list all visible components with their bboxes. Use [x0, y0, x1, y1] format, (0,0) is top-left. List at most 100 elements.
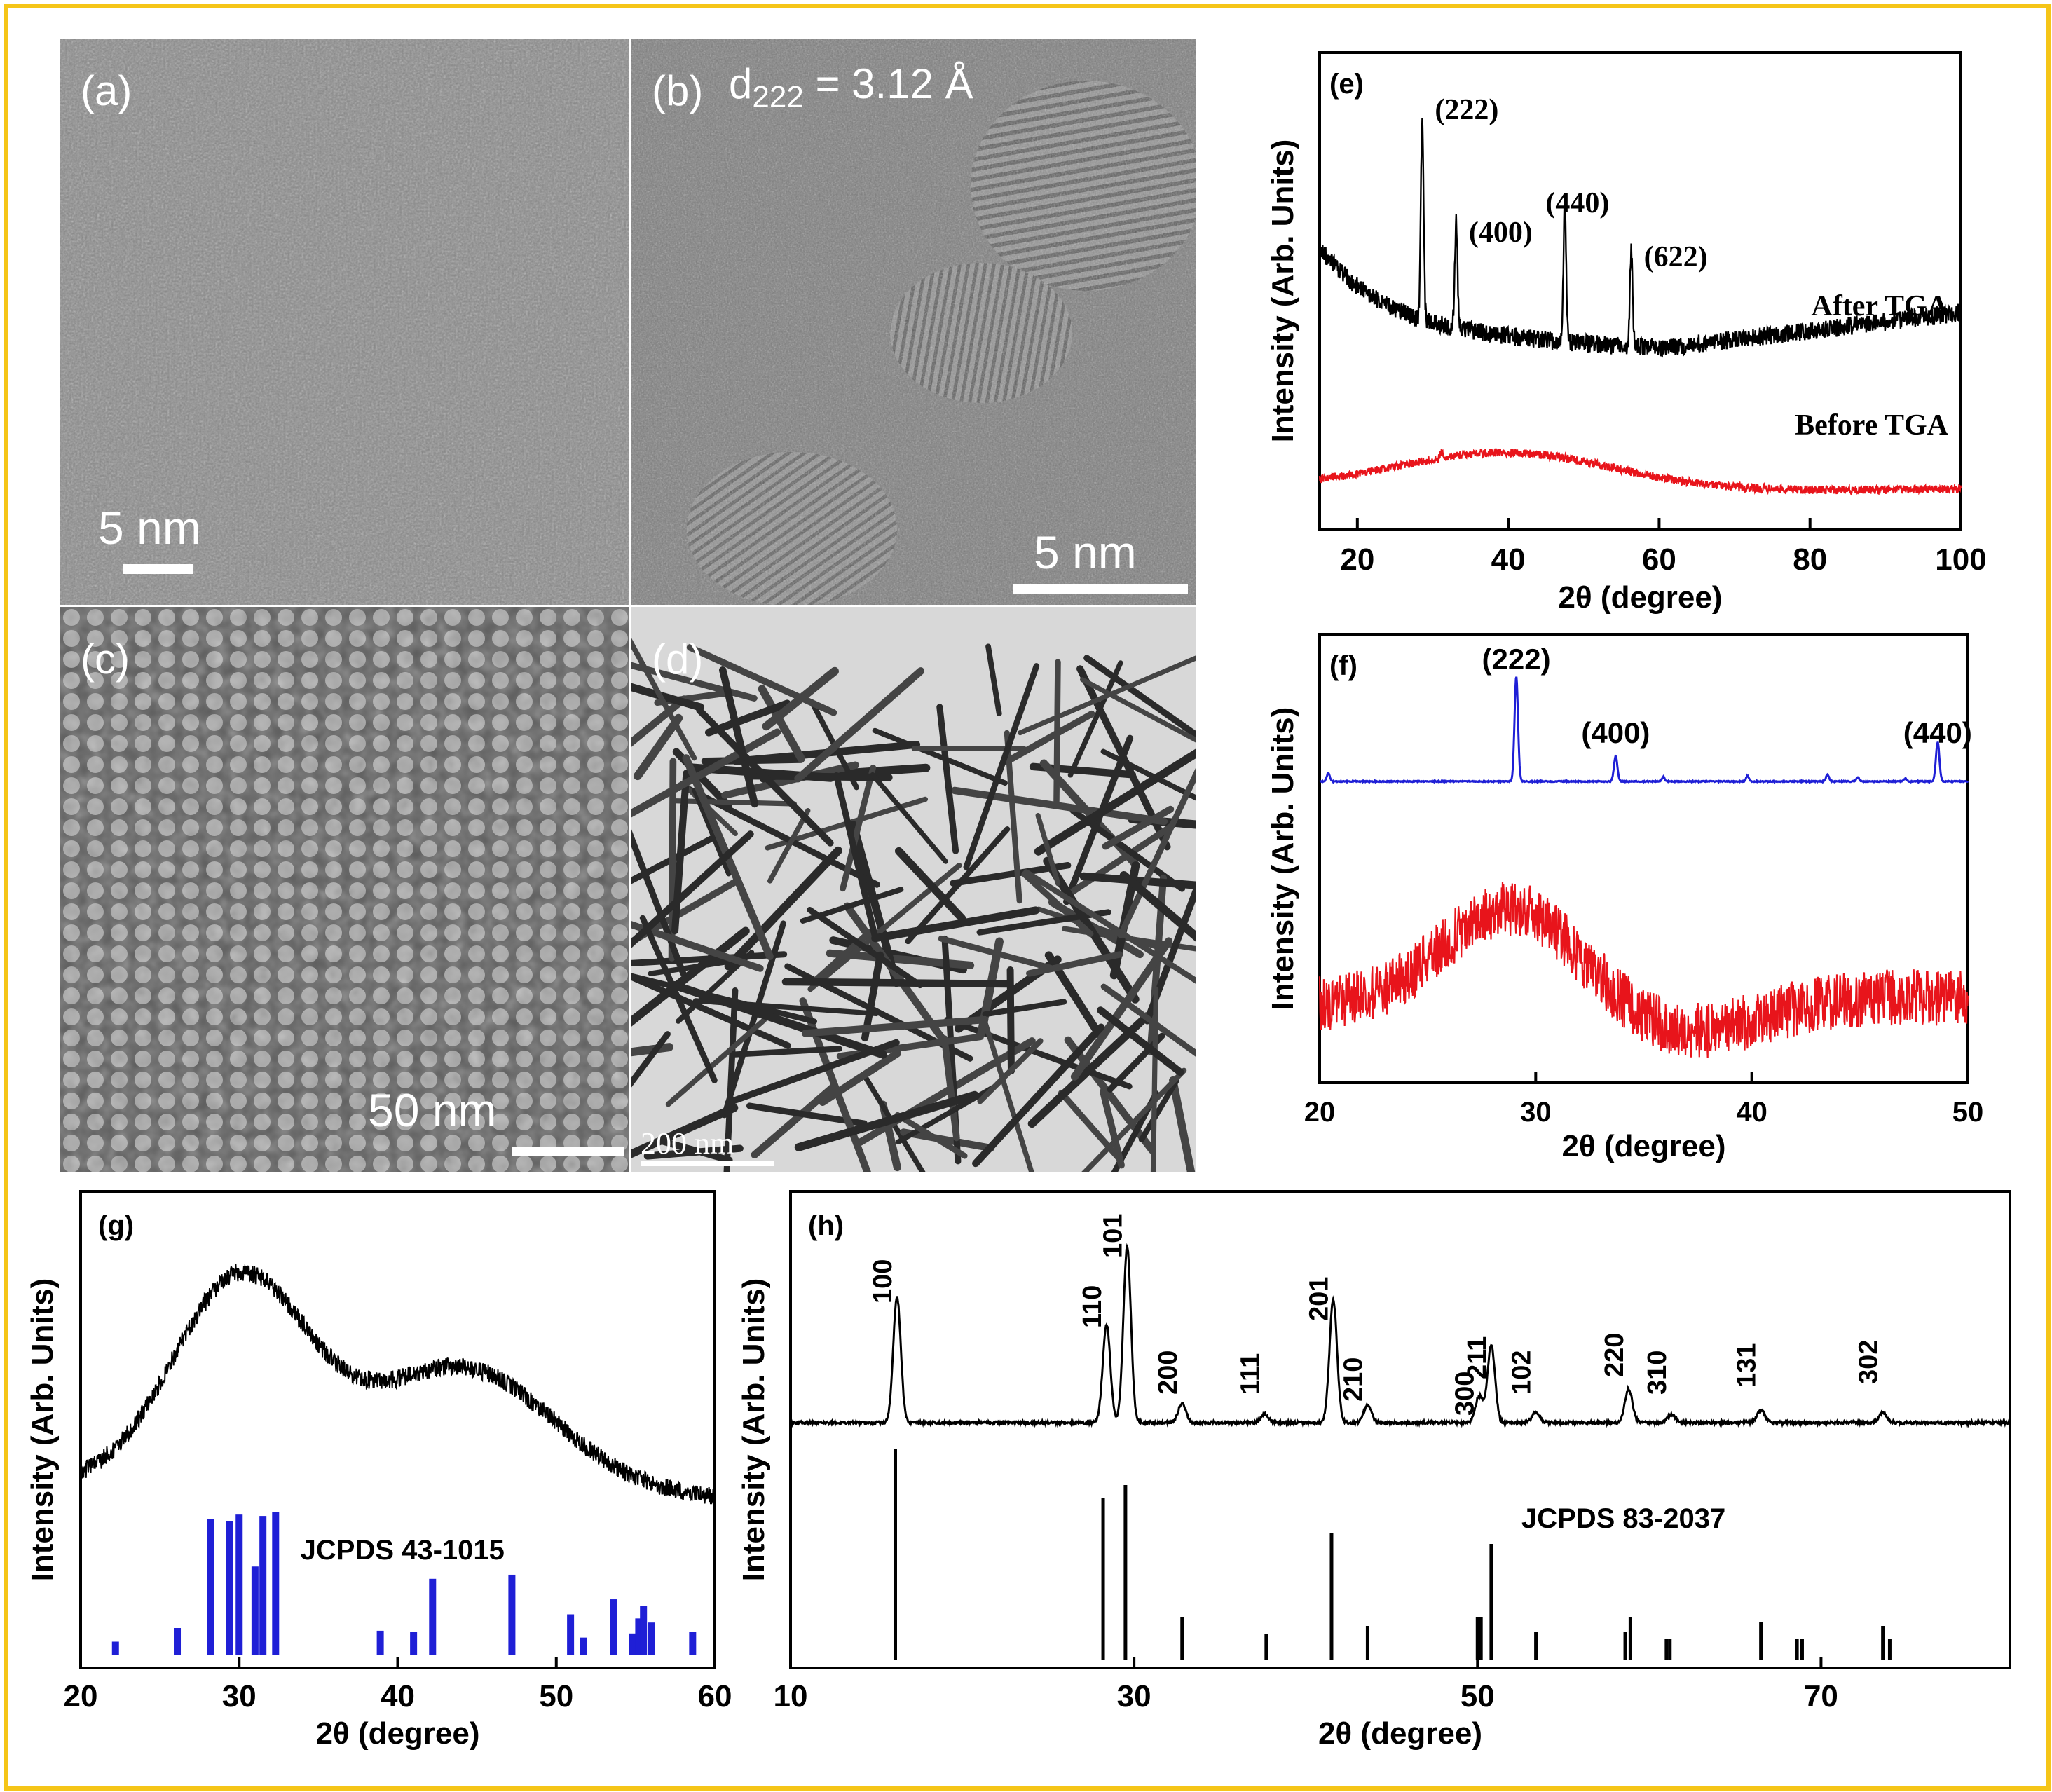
- nanorod: [1043, 856, 1140, 1004]
- nanorod: [871, 906, 1040, 943]
- nanorod: [894, 847, 966, 923]
- nanorod: [1097, 1006, 1184, 1076]
- nanorod: [807, 906, 924, 989]
- nanorod: [631, 683, 704, 711]
- peak-label-131: 131: [1732, 1343, 1762, 1388]
- tem-texture-a: [60, 39, 629, 605]
- nanorod: [1100, 983, 1196, 1057]
- nanorod: [704, 699, 791, 737]
- nanorod: [870, 772, 948, 864]
- nanorod: [671, 798, 798, 807]
- panel-label-b: (b): [652, 67, 703, 115]
- x-tick-label: 60: [698, 1679, 732, 1714]
- x-tick-label: 20: [1304, 1097, 1336, 1128]
- x-tick-label: 30: [1117, 1679, 1151, 1714]
- nanorod: [1119, 870, 1196, 942]
- x-axis-label: 2θ (degree): [1561, 1129, 1725, 1163]
- x-tick-label: 30: [222, 1679, 256, 1714]
- scale-bar-label-b: 5 nm: [1034, 526, 1137, 578]
- reference-stick: [235, 1514, 243, 1655]
- tem-texture-b: [631, 39, 1196, 605]
- peak-label-210: 210: [1339, 1357, 1368, 1402]
- series-after-tga: [1318, 118, 1962, 358]
- d-spacing-subscript: 222: [752, 80, 804, 114]
- reference-stick: [376, 1630, 384, 1655]
- peak-label-111: 111: [1236, 1353, 1265, 1395]
- reference-stick: [629, 1633, 636, 1655]
- nanorod: [976, 909, 1112, 936]
- nanorod: [1063, 734, 1134, 905]
- peak-label-302: 302: [1854, 1340, 1884, 1384]
- nanorod: [1079, 872, 1196, 889]
- chart-f: 20 30 40 50 2θ (degree) Intensity (Arb. Units…: [1266, 633, 1984, 1163]
- nanorod: [781, 978, 1013, 988]
- reference-stick: [640, 1606, 648, 1655]
- peak-label-400: (400): [1469, 217, 1533, 249]
- x-tick-label: 50: [1952, 1097, 1984, 1128]
- nanorod: [940, 1035, 960, 1142]
- nanorod: [1053, 659, 1061, 808]
- x-axis-label: 2θ (degree): [1318, 1716, 1482, 1751]
- chart-h: 10 30 50 70 2θ (degree) Intensity (Arb. Units…: [737, 1190, 2011, 1751]
- legend-before-tga: Before TGA: [1795, 409, 1949, 442]
- reference-stick: [648, 1622, 655, 1655]
- nanorod: [1067, 823, 1175, 896]
- scale-bar-a: [123, 564, 193, 574]
- peak-label-201: 201: [1304, 1277, 1334, 1321]
- tem-image-c: (c) 50 nm: [60, 607, 629, 1172]
- panel-label-c: (c): [81, 636, 130, 683]
- nanorod: [725, 1039, 900, 1107]
- series-sample: [789, 1243, 2011, 1428]
- nanorod: [856, 1037, 1036, 1147]
- series-sample: [80, 1264, 716, 1505]
- nanorod: [631, 1031, 671, 1089]
- nanorod: [686, 644, 837, 716]
- peak-label-100: 100: [868, 1259, 898, 1304]
- peak-label-220: 220: [1600, 1333, 1629, 1377]
- peak-label-110: 110: [1078, 1285, 1107, 1328]
- panel-label-d: (d): [652, 636, 704, 683]
- nanorod: [1035, 812, 1061, 887]
- x-tick-label: 100: [1935, 542, 1986, 577]
- nanorod: [1067, 660, 1123, 778]
- tem-image-a: (a) 5 nm: [60, 39, 629, 605]
- nanorod: [670, 981, 887, 1059]
- nanorod: [1026, 951, 1123, 977]
- chart-e: 20 40 60 80 100 2θ (degree) Intensity (Arb. Un…: [1266, 51, 1987, 615]
- x-tick-label: 40: [1736, 1097, 1767, 1128]
- reference-stick: [580, 1637, 587, 1655]
- y-axis-label: Intensity (Arb. Units): [1266, 707, 1300, 1011]
- nanorod: [721, 920, 786, 1119]
- peak-label-211: 211: [1463, 1336, 1492, 1379]
- nanorod: [1102, 805, 1175, 850]
- x-tick-label: 10: [774, 1679, 808, 1714]
- reference-stick: [111, 1641, 119, 1655]
- nanorod: [732, 1046, 842, 1058]
- panel-label: (f): [1329, 650, 1357, 681]
- nanorod: [721, 761, 859, 799]
- nanorod: [872, 727, 1008, 786]
- panel-label-a: (a): [81, 67, 132, 114]
- x-tick-label: 40: [381, 1679, 415, 1714]
- nanorod: [982, 999, 1067, 1018]
- nanorod: [724, 846, 842, 971]
- nanorod: [1083, 655, 1196, 739]
- scale-bar-b: [1013, 584, 1188, 594]
- nanorod: [631, 728, 781, 819]
- reference-stick: [610, 1599, 617, 1655]
- nanorod: [633, 713, 683, 781]
- nanorod: [631, 951, 788, 966]
- figure-frame: [4, 4, 2051, 1791]
- x-tick-label: 30: [1520, 1097, 1552, 1128]
- x-tick-label: 20: [64, 1679, 98, 1714]
- tem-image-b: (b) d222 = 3.12 Å 5 nm: [631, 39, 1196, 605]
- nanorod: [696, 706, 834, 847]
- nanorod: [1002, 710, 1095, 766]
- reference-label: JCPDS 43-1015: [301, 1535, 505, 1566]
- chart-g: 20 30 40 50 60 2θ (degree) Intensity (Arb. Uni…: [25, 1190, 732, 1751]
- peak-label-222: (222): [1482, 643, 1551, 676]
- nanorod: [1150, 986, 1159, 1172]
- peak-label-400: (400): [1581, 716, 1650, 749]
- reference-stick: [174, 1628, 182, 1655]
- nanorod: [972, 1023, 1105, 1168]
